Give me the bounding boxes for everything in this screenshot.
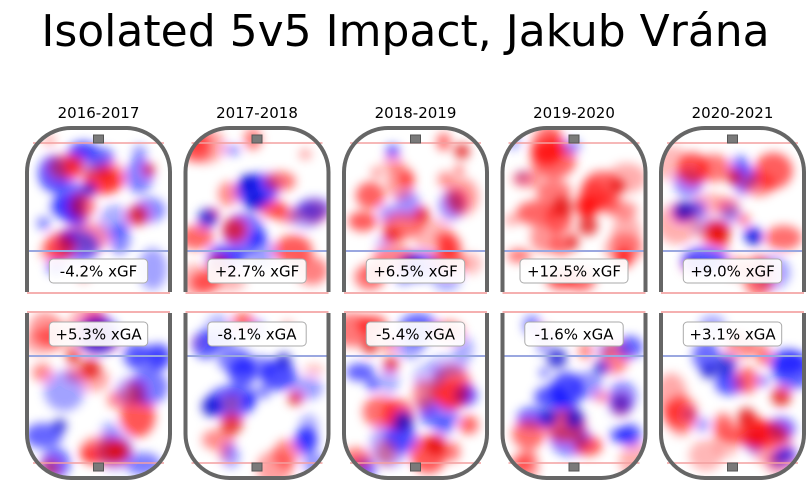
svg-text:+12.5% xGF: +12.5% xGF (527, 263, 621, 281)
heatmap-region (27, 128, 170, 292)
svg-text:-8.1% xGA: -8.1% xGA (217, 326, 297, 344)
rink-panel: 2019-2020 +12.5% xGF -1.6% xGA (500, 104, 648, 480)
season-label: 2019-2020 (533, 104, 615, 122)
rink-boards-bottom (25, 313, 172, 480)
rink-panel: 2016-2017 -4.2% xGF +5.3% xGA (25, 104, 172, 480)
rink-boards-top (659, 126, 806, 292)
goal-net (410, 462, 421, 472)
rink-boards-top (500, 126, 648, 292)
xgf-label: +6.5% xGF (365, 258, 466, 284)
rink-boards-bottom (342, 313, 489, 480)
chart-title: Isolated 5v5 Impact, Jakub Vrána (41, 6, 770, 57)
svg-text:+9.0% xGF: +9.0% xGF (690, 263, 775, 281)
xga-label: -1.6% xGA (524, 321, 624, 347)
xga-label: +3.1% xGA (682, 321, 783, 347)
rink-boards-bottom (500, 313, 648, 480)
rink-panel: 2020-2021 +9.0% xGF +3.1% xGA (659, 104, 806, 480)
goal-net (410, 134, 421, 144)
goal-net (93, 134, 104, 144)
xga-label: +5.3% xGA (48, 321, 149, 347)
svg-text:+2.7% xGF: +2.7% xGF (215, 263, 300, 281)
goal-net (727, 134, 738, 144)
season-label: 2016-2017 (58, 104, 140, 122)
rink-boards-bottom (183, 313, 331, 480)
rink-boards-top (25, 126, 172, 292)
xga-label: -8.1% xGA (207, 321, 307, 347)
goal-net (568, 134, 580, 144)
svg-text:-4.2% xGF: -4.2% xGF (60, 263, 137, 281)
season-label: 2020-2021 (692, 104, 774, 122)
season-label: 2017-2018 (216, 104, 298, 122)
rink-panel: 2017-2018 +2.7% xGF -8.1% xGA (183, 104, 331, 480)
rink-boards-top (342, 126, 489, 292)
xgf-label: +9.0% xGF (682, 258, 783, 284)
svg-text:-1.6% xGA: -1.6% xGA (534, 326, 614, 344)
xgf-label: -4.2% xGF (48, 258, 149, 284)
season-label: 2018-2019 (375, 104, 457, 122)
goal-net (93, 462, 104, 472)
goal-net (568, 462, 580, 472)
rink-boards-top (183, 126, 331, 292)
xgf-label: +12.5% xGF (519, 258, 629, 284)
xga-label: -5.4% xGA (365, 321, 466, 347)
goal-net (251, 462, 263, 472)
rink-panel: 2018-2019 +6.5% xGF -5.4% xGA (342, 104, 489, 480)
goal-net (251, 134, 263, 144)
xgf-label: +2.7% xGF (207, 258, 307, 284)
rink-boards-bottom (659, 313, 806, 480)
svg-text:+3.1% xGA: +3.1% xGA (689, 326, 776, 344)
svg-text:+5.3% xGA: +5.3% xGA (55, 326, 142, 344)
goal-net (727, 462, 738, 472)
svg-text:-5.4% xGA: -5.4% xGA (376, 326, 456, 344)
svg-text:+6.5% xGF: +6.5% xGF (373, 263, 458, 281)
